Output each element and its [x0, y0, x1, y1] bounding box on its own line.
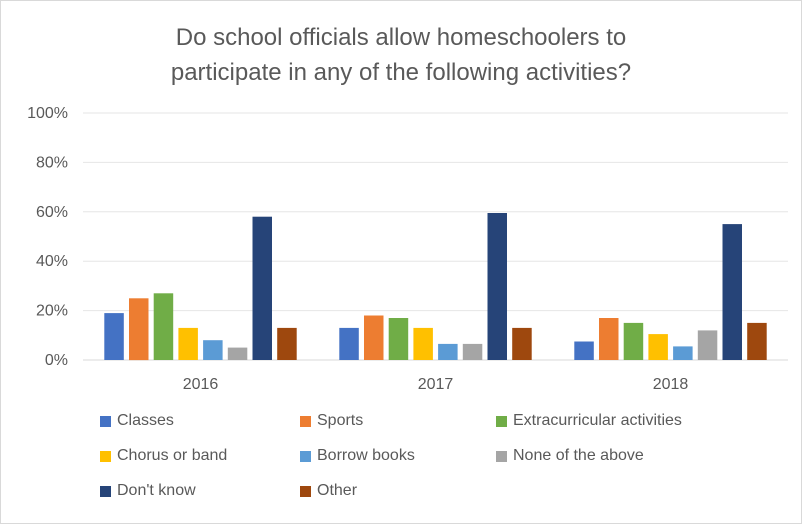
chart-title-line1: Do school officials allow homeschoolers …: [175, 24, 627, 51]
bar-chorus-or-band-2017: [413, 327, 433, 360]
x-tick-label: 2017: [418, 376, 454, 393]
bar-other-2017: [512, 327, 532, 360]
bar-classes-2016: [104, 313, 124, 360]
bar-classes-2017: [339, 327, 359, 360]
legend-label: None of the above: [513, 447, 644, 464]
chart-title: Do school officials allow homeschoolers …: [0, 20, 802, 90]
legend-swatch: [300, 485, 311, 497]
bar-none-of-the-above-2016: [227, 347, 248, 360]
y-tick-label: 60%: [36, 204, 68, 221]
bar-borrow-books-2016: [203, 340, 223, 360]
legend-label: Other: [317, 482, 358, 499]
legend-label: Sports: [317, 412, 364, 429]
legend-item: Chorus or band: [100, 447, 227, 465]
bar-borrow-books-2017: [438, 343, 458, 360]
legend-swatch: [100, 415, 111, 427]
chart-title-line2: participate in any of the following acti…: [170, 59, 632, 86]
x-tick-label: 2018: [653, 376, 689, 393]
legend-item: Other: [300, 482, 357, 500]
bar-none-of-the-above-2018: [697, 330, 718, 360]
legend-swatch: [496, 450, 507, 462]
bar-chart-plot: 0% 20% 40% 60% 80% 100% 2016 2017 2018: [27, 105, 788, 393]
bar-don-t-know-2018: [722, 224, 742, 360]
legend-swatch: [100, 485, 111, 497]
y-tick-label: 0%: [45, 352, 68, 369]
y-tick-label: 80%: [36, 154, 68, 171]
legend-label: Don't know: [117, 482, 196, 499]
bar-extracurricular-activities-2018: [623, 322, 644, 360]
legend-item: Sports: [300, 412, 363, 430]
legend-item: Don't know: [100, 482, 196, 500]
legend-item: Classes: [100, 412, 174, 430]
bar-none-of-the-above-2017: [462, 343, 483, 360]
bar-sports-2016: [129, 298, 149, 361]
bar-extracurricular-activities-2016: [153, 293, 174, 360]
bar-sports-2017: [364, 315, 384, 360]
legend-label: Borrow books: [317, 447, 415, 464]
y-tick-label: 20%: [36, 303, 68, 320]
legend-item: None of the above: [496, 447, 644, 465]
legend-item: Borrow books: [300, 447, 415, 465]
legend-label: Classes: [117, 412, 174, 429]
bar-don-t-know-2016: [252, 216, 272, 360]
y-tick-label: 100%: [27, 105, 68, 122]
bar-chorus-or-band-2016: [178, 327, 198, 360]
x-tick-label: 2016: [183, 376, 219, 393]
legend-swatch: [300, 415, 311, 427]
legend-label: Extracurricular activities: [513, 412, 682, 429]
bar-sports-2018: [599, 318, 619, 360]
bar-borrow-books-2018: [673, 346, 693, 360]
legend-swatch: [100, 450, 111, 462]
y-tick-label: 40%: [36, 253, 68, 270]
bar-chorus-or-band-2018: [648, 334, 668, 360]
legend-label: Chorus or band: [117, 447, 228, 464]
legend-item: Extracurricular activities: [496, 412, 682, 430]
legend-swatch: [300, 450, 311, 462]
bar-other-2018: [747, 322, 767, 360]
bar-classes-2018: [574, 341, 594, 360]
legend-swatch: [496, 415, 507, 427]
bar-other-2016: [277, 327, 297, 360]
bar-extracurricular-activities-2017: [388, 318, 409, 360]
bar-don-t-know-2017: [487, 213, 507, 360]
